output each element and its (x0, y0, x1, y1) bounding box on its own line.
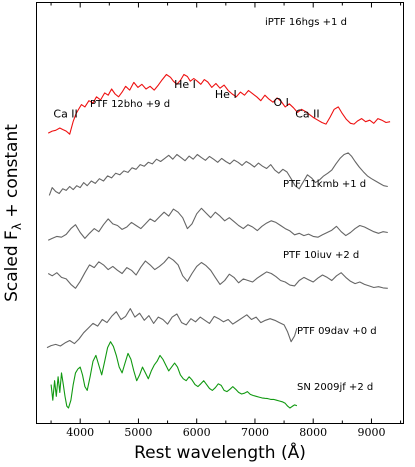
spectrum-labels: iPTF 16hgs +1 d PTF 12bho +9 d PTF 11kmb +… (90, 17, 377, 393)
line-id-label-1: He I (174, 78, 196, 91)
spectrum-line-2 (47, 207, 388, 241)
line-id-label-2: He I (215, 88, 237, 101)
y-axis-label: Scaled Fλ + constant (2, 124, 24, 302)
x-tick-label: 4000 (66, 426, 94, 439)
plot-frame (36, 2, 404, 424)
line-id-label-3: O I (273, 96, 288, 109)
spectrum-label-3: PTF 10iuv +2 d (283, 250, 359, 261)
spectrum-label-0: iPTF 16hgs +1 d (265, 17, 347, 28)
spectra-group (46, 73, 391, 409)
x-tick-label: 5000 (124, 426, 152, 439)
spectrum-label-2: PTF 11kmb +1 d (283, 179, 366, 190)
x-tick-label: 8000 (299, 426, 327, 439)
spectrum-line-4 (46, 308, 298, 349)
spectrum-label-5: SN 2009jf +2 d (297, 382, 373, 393)
x-axis-ticks: 4000 5000 6000 7000 8000 9000 (50, 2, 402, 439)
spectrum-label-1: PTF 12bho +9 d (90, 99, 170, 110)
spectrum-label-4: PTF 09dav +0 d (297, 326, 377, 337)
x-tick-label: 9000 (358, 426, 386, 439)
line-id-label-4: Ca II (295, 107, 319, 120)
x-axis-label: Rest wavelength (Å) (134, 441, 306, 463)
spectrum-line-5 (50, 341, 298, 409)
x-tick-label: 7000 (241, 426, 269, 439)
x-tick-label: 6000 (183, 426, 211, 439)
line-id-label-0: Ca II (53, 107, 77, 120)
spectrum-line-3 (47, 256, 388, 289)
spectrum-line-1 (48, 152, 388, 196)
spectrum-line-0 (47, 73, 391, 135)
line-identifications: Ca II He I He I O I Ca II (53, 78, 319, 120)
